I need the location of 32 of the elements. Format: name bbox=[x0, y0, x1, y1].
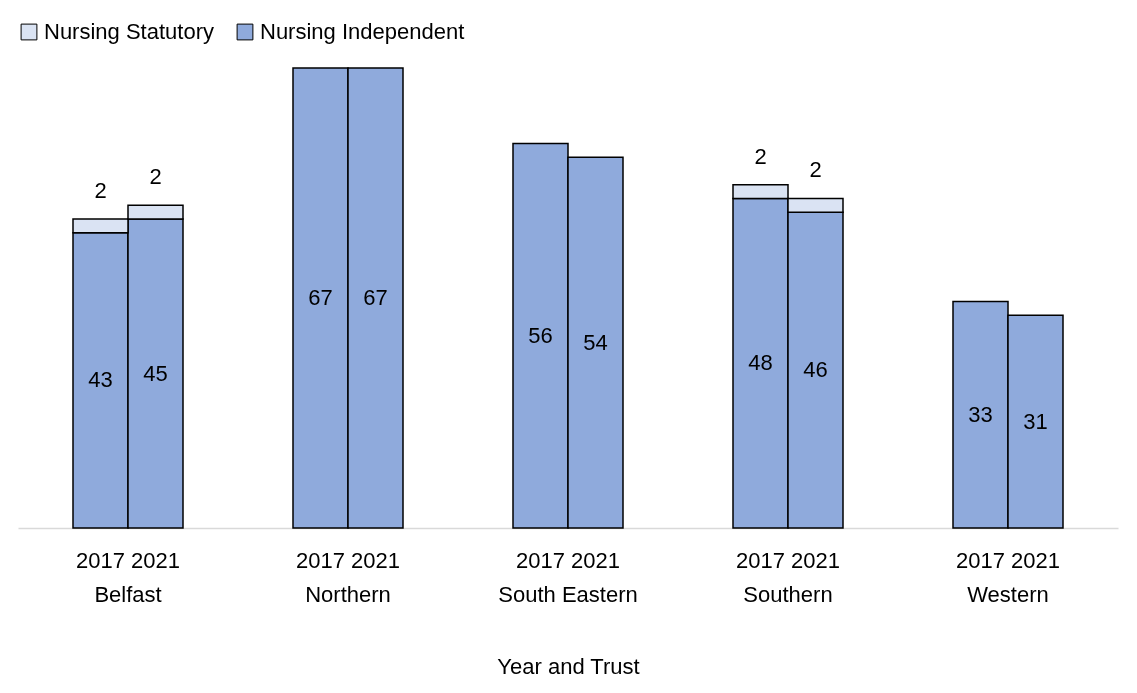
text: Southern bbox=[743, 582, 833, 607]
text: South Eastern bbox=[498, 582, 638, 607]
data-label: 2 bbox=[149, 164, 162, 190]
legend-label: Nursing Independent bbox=[260, 19, 465, 44]
x-tick-label: 2021 bbox=[1011, 547, 1060, 573]
data-label: 2 bbox=[809, 157, 822, 183]
data-label: 2 bbox=[754, 143, 767, 169]
data-label: 67 bbox=[363, 285, 388, 310]
text: Belfast bbox=[94, 582, 162, 607]
data-label: 45 bbox=[143, 360, 168, 386]
x-tick-label: 2017 bbox=[956, 547, 1005, 573]
x-tick-label: 2021 bbox=[131, 547, 180, 573]
data-label: 46 bbox=[803, 357, 828, 383]
x-tick-label: 2017 bbox=[516, 547, 565, 573]
data-label: 48 bbox=[748, 350, 773, 376]
x-tick-label: 2021 bbox=[571, 547, 620, 573]
x-tick-label: 2017 bbox=[76, 547, 125, 573]
text: Northern bbox=[305, 582, 391, 607]
data-label: 56 bbox=[528, 322, 553, 348]
x-tick-label: 2021 bbox=[351, 547, 400, 573]
x-tick-label: 2021 bbox=[791, 547, 840, 573]
x-tick-label: 2017 bbox=[736, 547, 785, 573]
data-label: 67 bbox=[308, 285, 333, 310]
x-axis-title: Year and Trust bbox=[497, 653, 640, 679]
data-label: 2 bbox=[94, 178, 107, 204]
x-tick-label: 2017 bbox=[296, 547, 345, 573]
data-label: 54 bbox=[583, 329, 608, 355]
data-label: 33 bbox=[968, 401, 993, 427]
data-label: 31 bbox=[1023, 408, 1048, 434]
text: Western bbox=[967, 582, 1049, 607]
legend-label: Nursing Statutory bbox=[44, 19, 214, 44]
data-label: 43 bbox=[88, 367, 113, 393]
